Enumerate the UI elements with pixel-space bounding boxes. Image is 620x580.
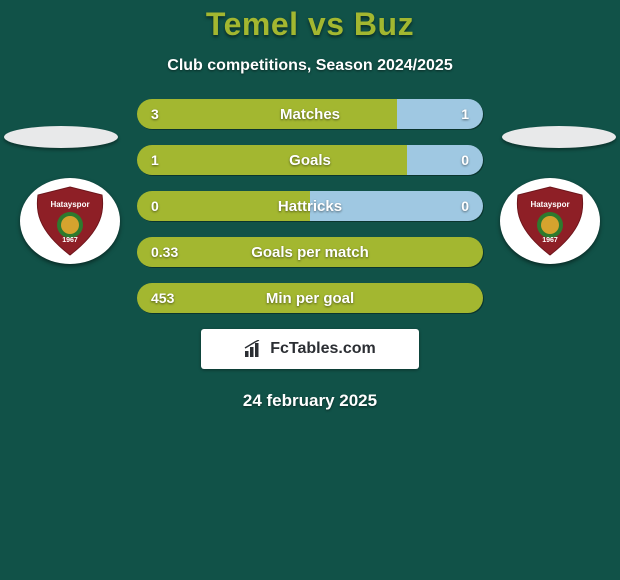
club-year-right: 1967: [542, 237, 558, 244]
shield-icon: Hatayspor 1967: [30, 185, 110, 257]
watermark: FcTables.com: [201, 329, 419, 369]
comparison-row: 0.33Goals per match: [137, 237, 483, 267]
comparison-row: 3Matches1: [137, 99, 483, 129]
club-badge-right: Hatayspor 1967: [500, 178, 600, 264]
watermark-text: FcTables.com: [270, 340, 376, 358]
shield-icon: Hatayspor 1967: [510, 185, 590, 257]
date: 24 february 2025: [0, 391, 620, 411]
row-value-right: 1: [461, 99, 469, 129]
infographic: Temel vs Buz Club competitions, Season 2…: [0, 0, 620, 580]
avatar-right: [502, 126, 616, 148]
comparison-row: 0Hattricks0: [137, 191, 483, 221]
row-label: Goals per match: [137, 237, 483, 267]
club-name-right: Hatayspor: [530, 200, 569, 209]
avatar-left: [4, 126, 118, 148]
row-label: Matches: [137, 99, 483, 129]
subtitle: Club competitions, Season 2024/2025: [0, 57, 620, 75]
club-badge-left: Hatayspor 1967: [20, 178, 120, 264]
club-year-left: 1967: [62, 237, 78, 244]
row-value-right: 0: [461, 191, 469, 221]
row-label: Goals: [137, 145, 483, 175]
row-label: Hattricks: [137, 191, 483, 221]
comparison-row: 453Min per goal: [137, 283, 483, 313]
comparison-row: 1Goals0: [137, 145, 483, 175]
bar-chart-icon: [244, 340, 264, 358]
club-name-left: Hatayspor: [50, 200, 89, 209]
row-value-right: 0: [461, 145, 469, 175]
page-title: Temel vs Buz: [0, 0, 620, 43]
row-label: Min per goal: [137, 283, 483, 313]
